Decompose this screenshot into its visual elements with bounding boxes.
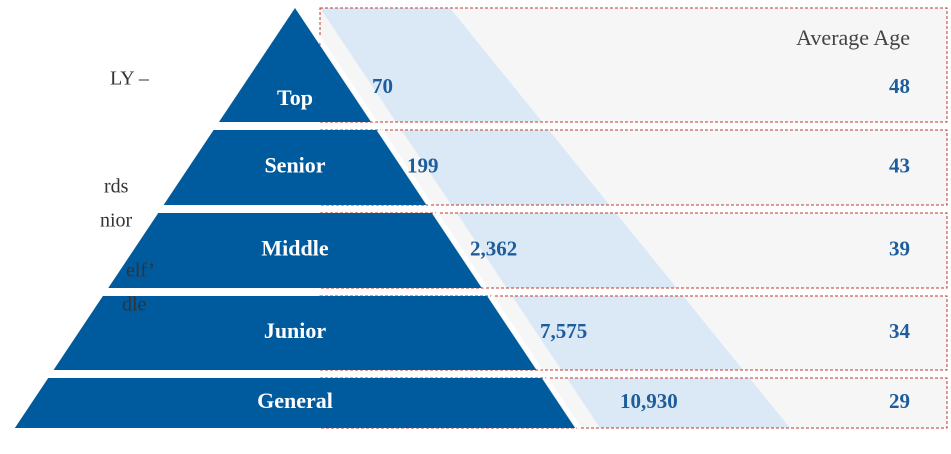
level-label: Top	[277, 85, 313, 110]
level-label: Junior	[264, 318, 327, 343]
average-age: 48	[889, 74, 910, 98]
pyramid-layer	[14, 378, 576, 428]
pyramid-layer	[53, 296, 537, 370]
layer-edge	[489, 294, 543, 372]
level-label: Senior	[264, 153, 325, 178]
layer-edge	[434, 211, 488, 290]
average-age: 43	[889, 153, 910, 177]
side-text: rds	[104, 176, 129, 198]
side-text: elf’	[126, 260, 155, 282]
count: 10,930	[620, 389, 678, 413]
pyramid-layer	[163, 130, 427, 205]
count: 70	[372, 74, 393, 98]
average-age: 29	[889, 389, 910, 413]
count: 2,362	[470, 236, 517, 260]
highlight-band	[320, 8, 790, 428]
header: Average Age	[796, 25, 910, 50]
layer-edge	[297, 6, 377, 124]
level-label: Middle	[261, 236, 328, 261]
average-age: 34	[889, 319, 911, 343]
band	[320, 8, 790, 428]
count: 199	[407, 153, 439, 177]
side-text: nior	[100, 210, 133, 232]
level-label: General	[257, 388, 333, 413]
side-text: LY –	[110, 68, 150, 90]
count: 7,575	[540, 319, 587, 343]
pyramid-layer	[218, 8, 372, 122]
average-age: 39	[889, 236, 910, 260]
side-text: dle	[122, 294, 147, 316]
pyramid	[14, 6, 581, 430]
row-border	[319, 377, 948, 429]
layer-edge	[544, 376, 581, 430]
pyramid-layer	[108, 213, 482, 288]
layer-edge	[378, 128, 433, 207]
